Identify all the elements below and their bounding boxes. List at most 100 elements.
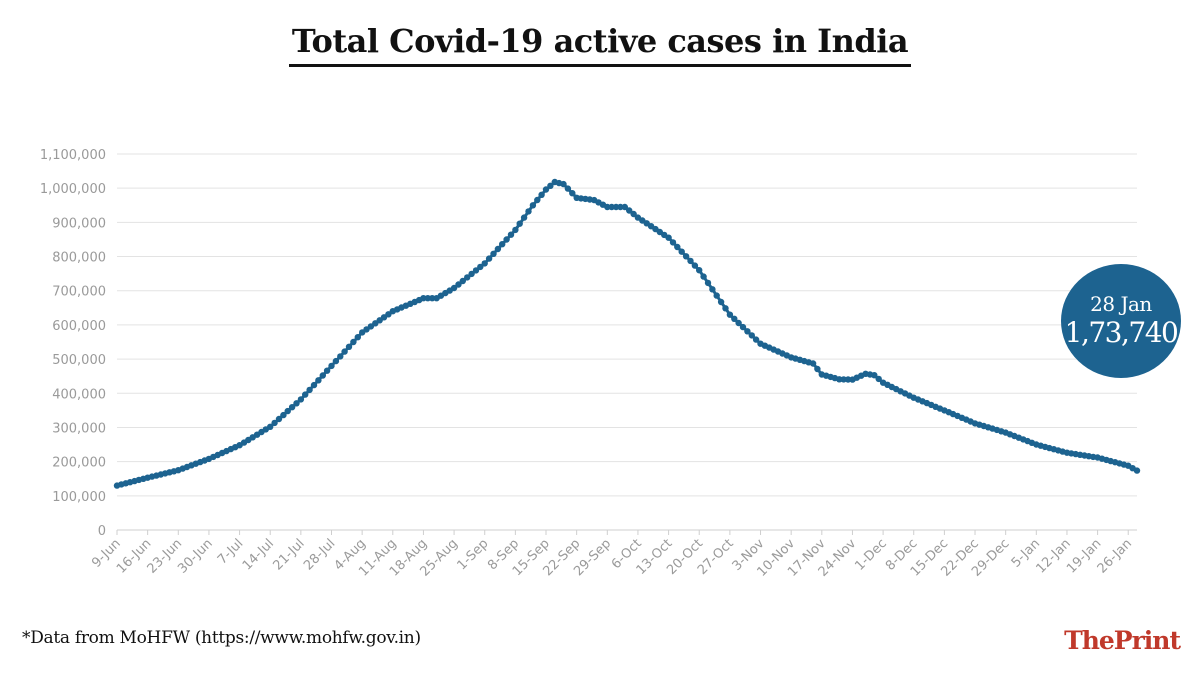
data-point [306,386,313,394]
data-point [328,362,335,370]
data-point [481,260,488,267]
data-point [691,262,699,269]
callout-date: 28 Jan [1090,292,1152,316]
data-point [271,419,278,427]
data-point [477,263,484,271]
y-tick-label: 300,000 [52,421,106,436]
y-tick-label: 0 [98,524,106,539]
data-point [507,231,515,238]
data-point [525,208,532,215]
data-point [744,328,751,335]
data-point [297,396,305,403]
callout-value: 1,73,740 [1064,316,1179,349]
data-point [665,234,672,241]
data-point [617,203,624,211]
data-point [626,207,633,214]
data-point [621,203,628,211]
data-point [564,185,572,192]
data-point [315,377,322,384]
theprint-logo: ThePrint [1064,626,1181,655]
y-tick-label: 900,000 [52,216,106,231]
data-point [560,180,567,188]
data-point [739,323,747,331]
x-tick-label: 21-Jul [270,536,307,573]
data-point [735,319,742,327]
data-point [748,332,755,339]
data-point [682,253,690,260]
data-point [875,375,882,383]
data-point [494,245,502,253]
data-point [499,241,506,248]
data-point [731,315,738,322]
data-point [424,295,431,302]
y-tick-label: 1,100,000 [40,148,106,163]
y-tick-label: 500,000 [52,353,106,368]
data-point [319,372,326,379]
y-tick-label: 600,000 [52,319,106,334]
data-point [280,411,287,419]
data-point [288,404,296,411]
x-tick-label: 28-Jul [301,536,338,573]
data-point [687,257,694,265]
data-point [275,415,283,423]
data-point [284,407,291,415]
data-point [354,334,361,341]
data-point [569,190,576,197]
y-tick-label: 200,000 [52,456,106,471]
x-tick-label: 14-Jul [240,536,277,573]
data-point [752,336,760,343]
data-point [542,186,550,193]
data-point [630,210,637,218]
data-point [700,273,707,280]
data-point [529,202,537,209]
data-point [669,239,677,246]
x-tick-label: 1-Sep [454,536,491,573]
data-point [429,295,436,302]
x-tick-label: 1-Dec [852,536,890,574]
x-tick-label: 30-Jun [175,536,216,577]
series-line [116,180,1138,488]
title-container: Total Covid-19 active cases in India [0,22,1200,67]
data-point [323,367,331,374]
data-point [512,226,519,234]
data-point [459,277,466,285]
data-point [503,236,510,243]
data-point [490,250,497,257]
data-point [538,191,545,198]
chart-title: Total Covid-19 active cases in India [288,22,912,67]
x-tick-label: 26-Jan [1095,536,1135,576]
data-point [713,292,720,299]
y-tick-label: 400,000 [52,387,106,402]
data-point [534,196,541,204]
y-tick-label: 800,000 [52,251,106,266]
data-point [608,203,615,211]
data-point [350,338,357,346]
data-point [726,311,734,318]
data-point [485,255,493,262]
latest-value-callout: 28 Jan 1,73,740 [1061,264,1181,378]
data-point [678,248,685,255]
data-point [717,298,725,306]
y-tick-label: 100,000 [52,490,106,505]
data-point [709,286,716,293]
data-point [337,353,344,360]
data-point [472,267,480,274]
data-point [520,214,528,221]
y-axis-ticks: 0 100,000 200,000 300,000 400,000 500,000 600,… [40,148,106,539]
data-point [464,274,471,281]
data-point [696,267,703,274]
data-point [310,381,318,389]
data-point [267,423,274,430]
data-point [293,400,300,407]
data-point [704,279,712,287]
data-point [332,357,340,365]
data-point [814,365,821,373]
data-point [420,295,427,302]
data-point [722,305,729,312]
y-tick-label: 1,000,000 [40,182,106,197]
source-note: *Data from MoHFW (https://www.mohfw.gov.… [22,628,421,648]
data-point [516,220,523,227]
data-point [468,270,475,278]
